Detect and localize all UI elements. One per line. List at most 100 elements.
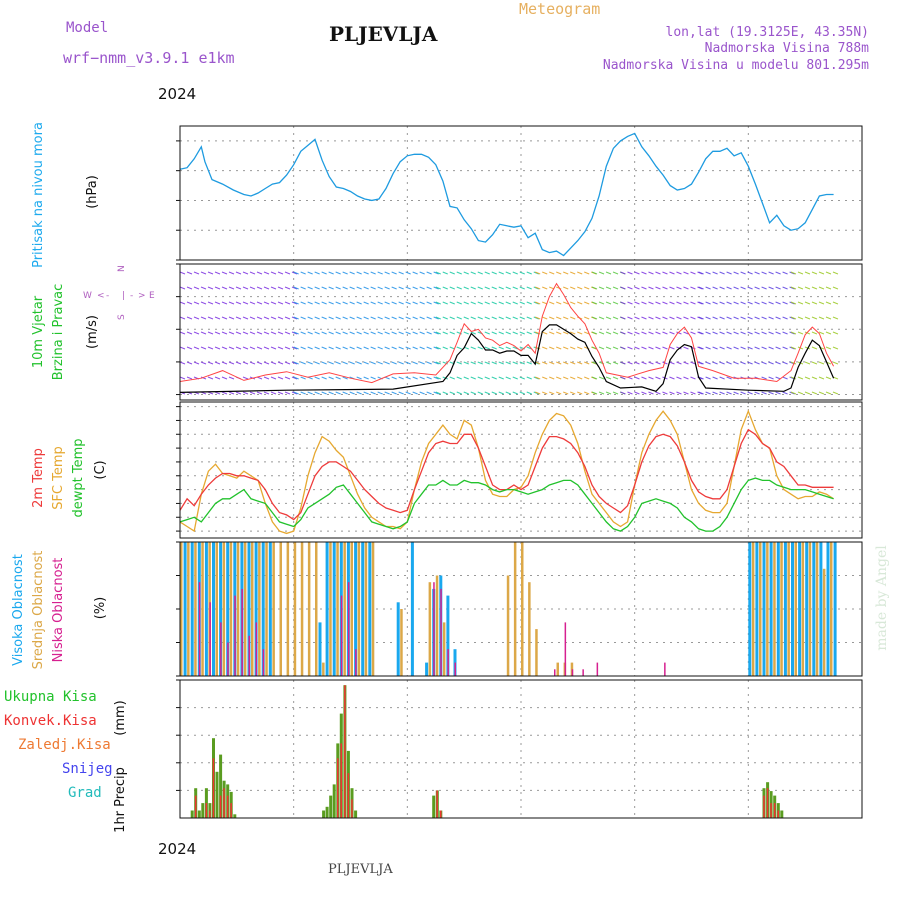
wind-barb — [512, 286, 518, 290]
wind-barb — [825, 391, 832, 395]
wind-barb — [648, 331, 654, 335]
wind-barb — [426, 361, 432, 365]
wind-barb — [470, 286, 476, 290]
wind-barb — [605, 361, 612, 365]
wind-barb — [463, 361, 469, 365]
precip-conv-bar — [347, 773, 350, 818]
wind-barb — [449, 271, 455, 275]
wind-barb — [328, 361, 334, 365]
wind-barb — [591, 271, 598, 275]
wind-barb — [627, 271, 633, 275]
pressure-panel-frame — [179, 125, 863, 261]
svg-text:-: - — [130, 291, 133, 301]
wind-barb — [284, 301, 291, 305]
wind-barb — [349, 346, 355, 350]
wind-barb — [641, 271, 647, 275]
wind-barb — [419, 376, 425, 380]
wind-barb — [391, 391, 397, 395]
wind-barb — [484, 391, 490, 395]
wind-barb — [484, 316, 490, 320]
wind-barb — [200, 301, 207, 305]
wind-barb — [363, 361, 369, 365]
wind-barb — [235, 391, 242, 395]
wind-barb — [284, 331, 291, 335]
cloud-high-bar — [318, 622, 322, 676]
wind-barb — [242, 346, 249, 350]
wind-barb — [526, 316, 532, 320]
wind-barb — [491, 361, 497, 365]
wind-barb — [598, 376, 605, 380]
wind-barb — [242, 331, 249, 335]
wind-barb — [412, 286, 418, 290]
wind-barb — [620, 391, 626, 395]
cloud-mid-bar — [521, 542, 524, 676]
wind-barb — [690, 331, 696, 335]
wind-barb — [426, 391, 432, 395]
wind-barb — [449, 346, 455, 350]
wind-barb — [328, 271, 334, 275]
wind-barb — [712, 391, 718, 395]
wind-barb — [398, 346, 404, 350]
wind-barb — [598, 301, 605, 305]
wind-barb — [370, 286, 376, 290]
wind-barb — [570, 391, 576, 395]
precip-total-bar — [322, 810, 326, 818]
wind-barb — [300, 316, 306, 320]
wind-barb — [761, 286, 767, 290]
wind-barb — [768, 316, 774, 320]
cloud-high-bar — [805, 542, 809, 676]
wind-barb — [505, 361, 511, 365]
wind-barb — [705, 316, 711, 320]
cloud-high-bar — [783, 542, 787, 676]
wind-barb — [641, 316, 647, 320]
precip-conv-bar — [440, 810, 442, 818]
wind-barb — [179, 331, 186, 335]
wind-barb — [384, 301, 390, 305]
location-title: PLJEVLJA — [329, 22, 438, 46]
wind-barb — [584, 391, 590, 395]
cloud-high-bar — [204, 542, 208, 676]
wind-barb — [291, 271, 298, 275]
wind-barb — [384, 271, 390, 275]
wind-barb — [683, 301, 689, 305]
wind-barb — [789, 301, 795, 305]
cloud-mid-bar — [229, 542, 233, 676]
wind-barb — [598, 271, 605, 275]
wind-barb — [669, 316, 675, 320]
wind-barb — [412, 301, 418, 305]
precip-conv-bar — [212, 758, 215, 818]
wind-barb — [669, 331, 675, 335]
cloud-high-bar — [254, 542, 258, 676]
cloud-high-bar — [183, 542, 187, 676]
precip-conv-bar — [777, 810, 779, 818]
wind-barb — [284, 316, 291, 320]
wind-barb — [484, 271, 490, 275]
wind-barb — [263, 301, 270, 305]
cloud-mid-bar — [272, 542, 275, 676]
wind-dir-w: W — [83, 291, 92, 301]
wind-barb — [512, 331, 518, 335]
wind-barb — [263, 271, 270, 275]
wind-barb — [391, 301, 397, 305]
wind-barb — [435, 361, 441, 365]
wind-barb — [363, 301, 369, 305]
wind-barb — [698, 391, 704, 395]
cloud-low-bar — [596, 662, 599, 676]
wind-barb — [335, 361, 341, 365]
wind-barb — [270, 271, 277, 275]
wind-barb — [314, 361, 320, 365]
wind-barb — [556, 361, 562, 365]
wind-barb — [435, 346, 441, 350]
wind-barb — [526, 331, 532, 335]
wind-ylabel-2: Brzina i Pravac — [51, 284, 66, 381]
precip-total-bar — [219, 754, 223, 818]
wind-barb — [419, 331, 425, 335]
wind-barb — [804, 301, 811, 305]
cloud-low-bar — [262, 649, 265, 676]
wind-barb — [377, 301, 383, 305]
cloud-mid-bar — [201, 542, 204, 676]
wind-barb — [419, 361, 425, 365]
wind-barb — [179, 316, 186, 320]
wind-barb — [542, 391, 548, 395]
wind-barb — [789, 286, 795, 290]
